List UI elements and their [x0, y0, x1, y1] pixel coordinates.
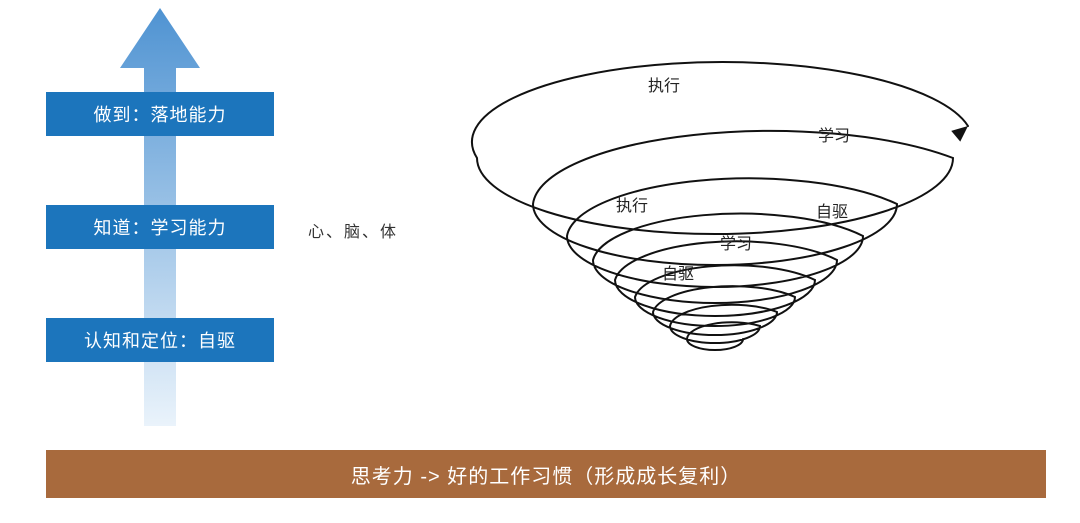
stage-label: 认知和定位：自驱: [84, 327, 236, 353]
middle-label: 心、脑、体: [308, 218, 398, 242]
bottom-bar: 思考力 -> 好的工作习惯（形成成长复利）: [46, 450, 1046, 498]
stage-label: 做到：落地能力: [94, 101, 227, 127]
bottom-bar-label: 思考力 -> 好的工作习惯（形成成长复利）: [351, 460, 741, 489]
stage-box-bottom: 认知和定位：自驱: [46, 318, 274, 362]
stage-box-middle: 知道：学习能力: [46, 205, 274, 249]
spiral-label: 学习: [720, 230, 752, 254]
spiral-label: 学习: [818, 122, 850, 146]
spiral-label: 自驱: [662, 260, 694, 284]
spiral-labels: 执行学习自驱执行学习自驱: [420, 44, 1010, 384]
stage-label: 知道：学习能力: [94, 214, 227, 240]
stage-box-top: 做到：落地能力: [46, 92, 274, 136]
spiral-label: 自驱: [816, 198, 848, 222]
spiral-label: 执行: [616, 192, 648, 216]
spiral-label: 执行: [648, 72, 680, 96]
